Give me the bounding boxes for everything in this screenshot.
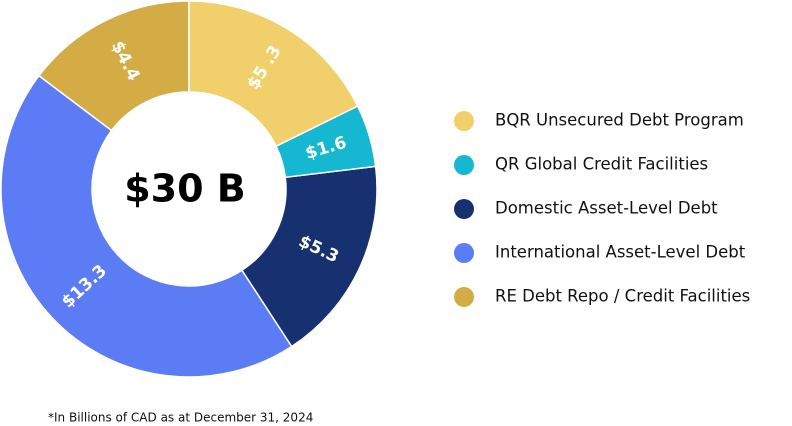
legend-label: International Asset-Level Debt bbox=[495, 243, 746, 262]
donut-segment bbox=[188, 0, 359, 148]
donut-segment bbox=[37, 0, 190, 132]
legend-label: QR Global Credit Facilities bbox=[495, 155, 708, 174]
center-label: $30 B bbox=[124, 167, 246, 211]
legend-swatch bbox=[454, 111, 474, 131]
donut-segment bbox=[240, 165, 378, 348]
donut-segment bbox=[0, 74, 293, 378]
legend-label: BQR Unsecured Debt Program bbox=[495, 111, 744, 130]
legend-swatch bbox=[454, 287, 474, 307]
donut-segment bbox=[275, 105, 377, 179]
legend-label: RE Debt Repo / Credit Facilities bbox=[495, 287, 750, 306]
legend-label: Domestic Asset-Level Debt bbox=[495, 199, 718, 218]
legend-swatch bbox=[454, 155, 474, 175]
footnote: *In Billions of CAD as at December 31, 2… bbox=[48, 411, 313, 425]
legend-swatch bbox=[454, 199, 474, 219]
legend-swatch bbox=[454, 243, 474, 263]
